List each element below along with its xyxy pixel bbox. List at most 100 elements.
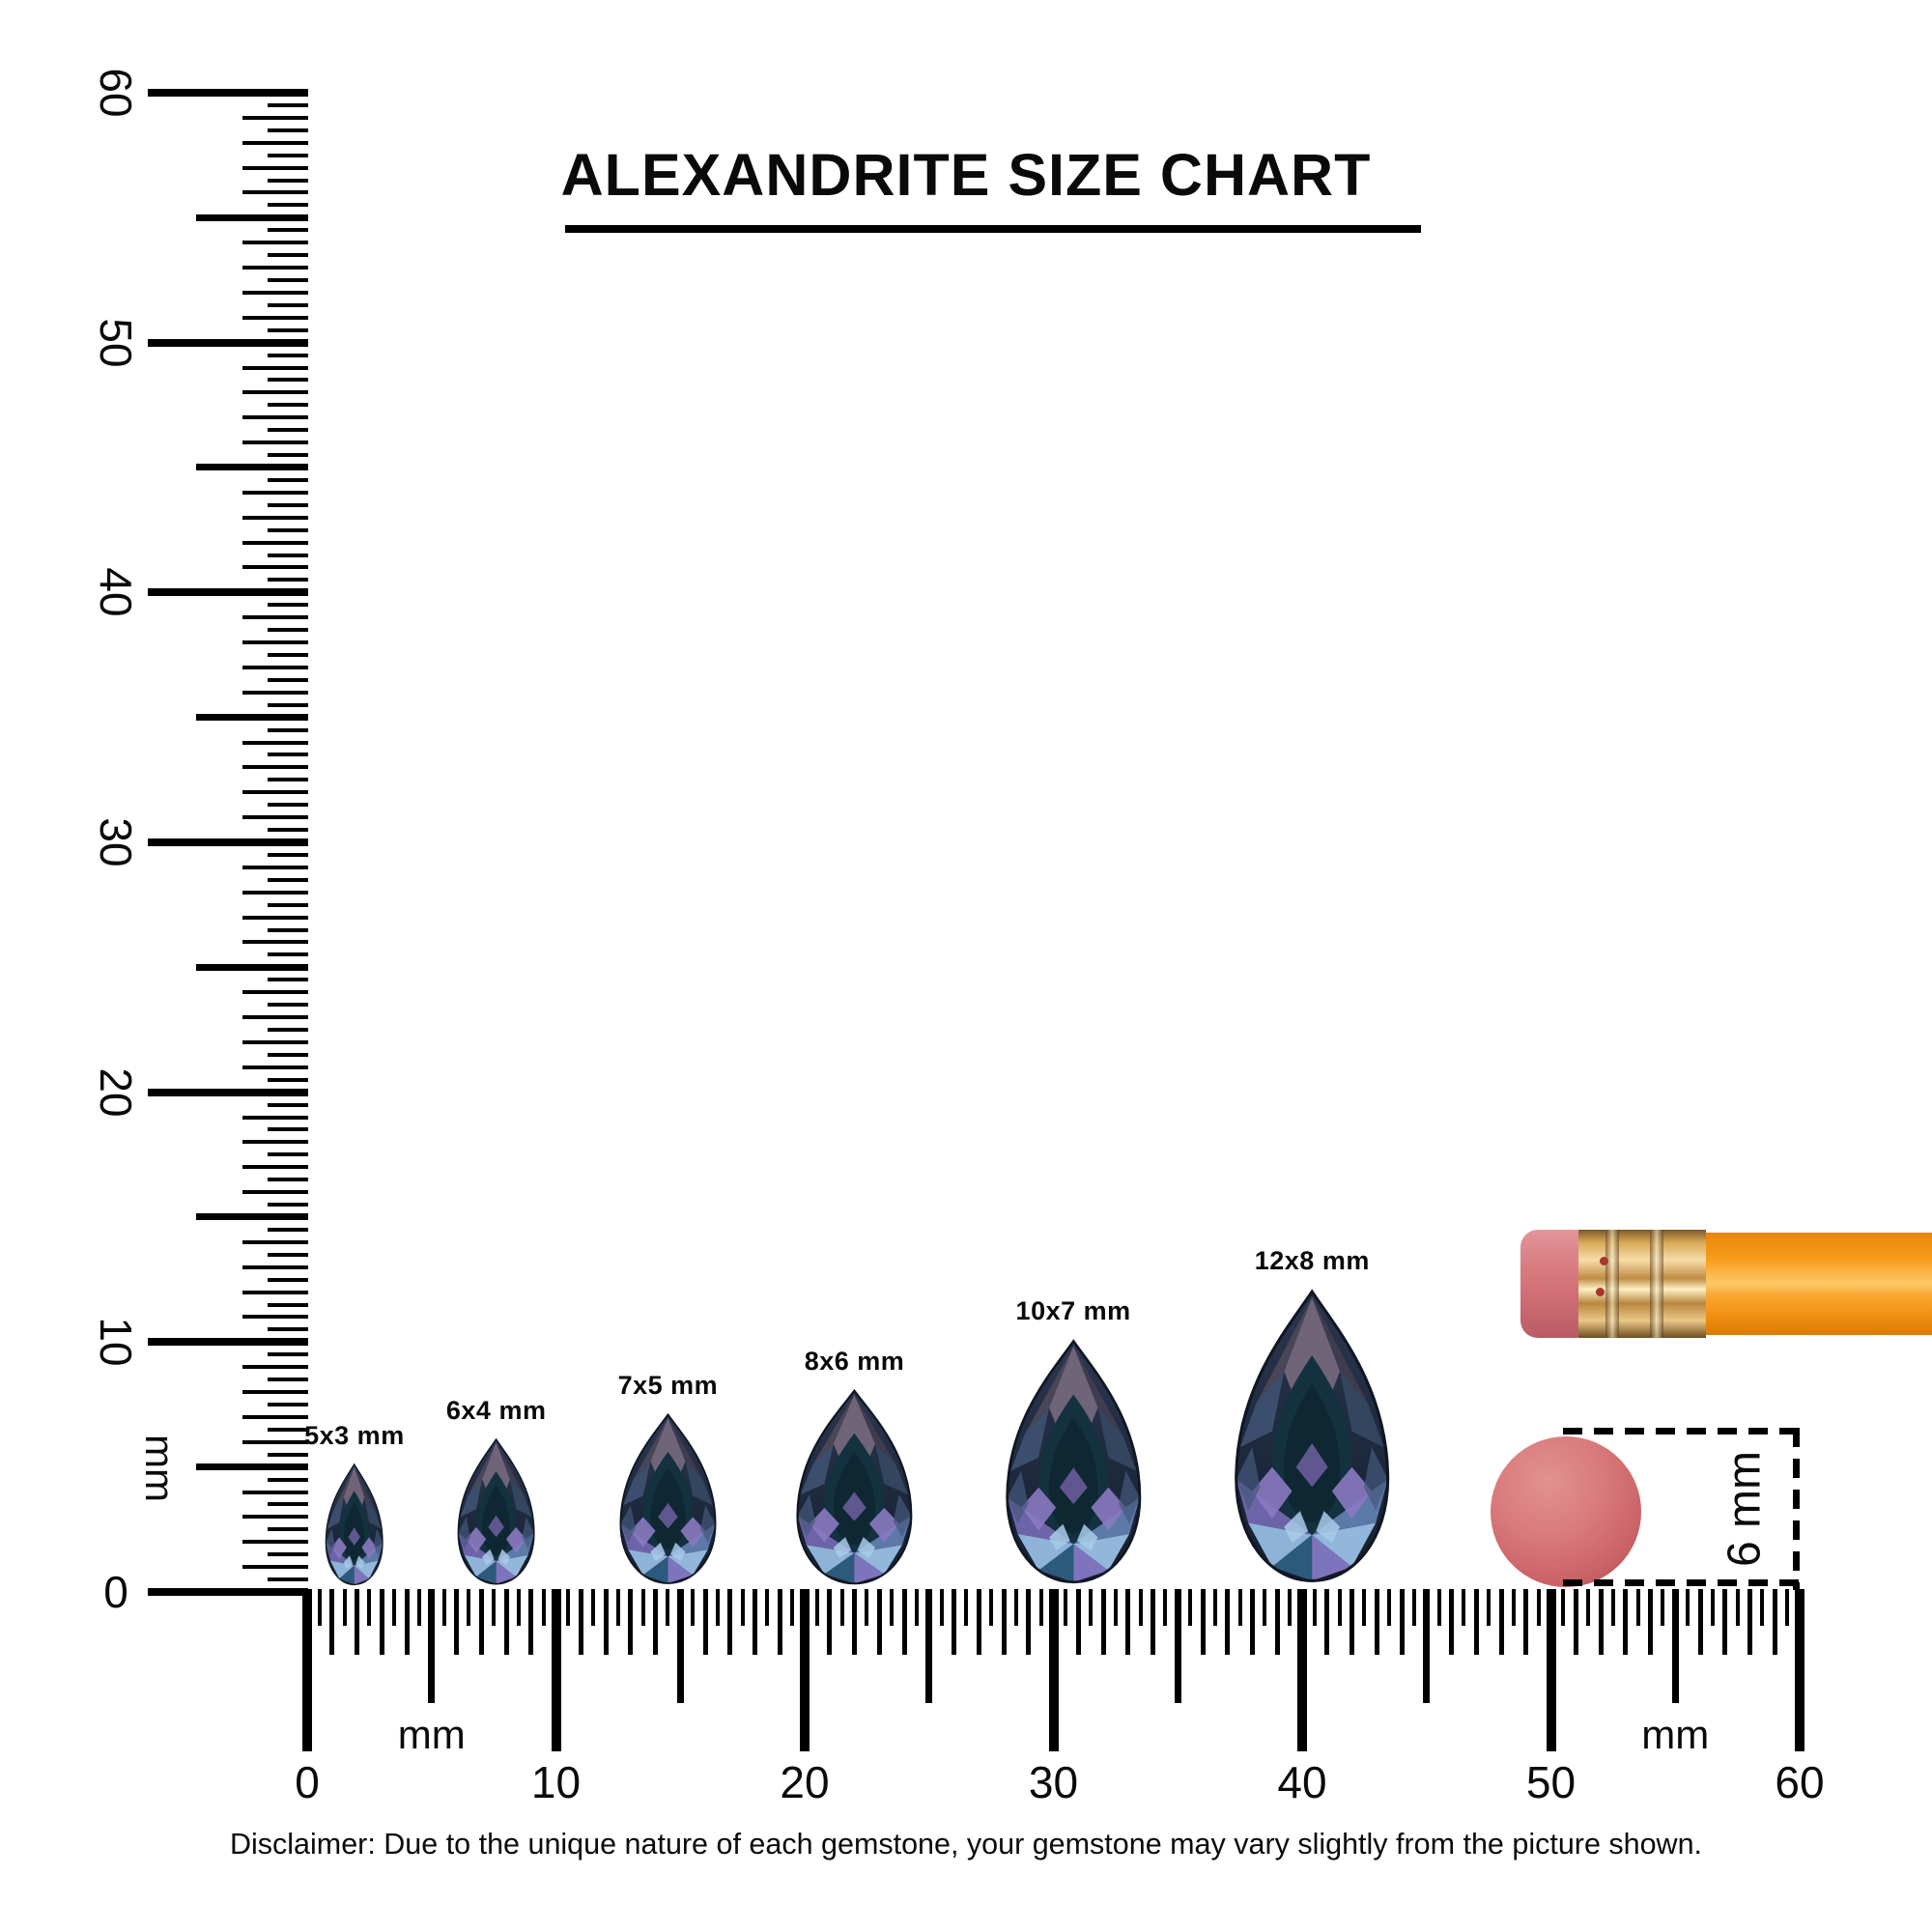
h-ruler-tick	[691, 1589, 696, 1626]
v-ruler-tick	[268, 727, 308, 732]
h-ruler-tick	[640, 1589, 645, 1626]
gem-size-label: 5x3 mm	[304, 1421, 405, 1450]
pencil-body	[1706, 1233, 1932, 1335]
v-ruler-tick	[242, 1315, 308, 1320]
h-ruler-tick	[765, 1589, 770, 1626]
pear-gemstone-5x3mm	[325, 1463, 384, 1586]
v-ruler-number: 50	[91, 318, 141, 368]
h-ruler-unit-label: mm	[1641, 1712, 1710, 1757]
v-ruler-tick	[268, 1152, 308, 1157]
title-underline	[565, 225, 1421, 233]
v-ruler-tick	[242, 440, 308, 445]
h-ruler-tick	[702, 1589, 708, 1655]
h-ruler-tick	[740, 1589, 745, 1626]
v-ruler-tick	[242, 565, 308, 570]
gem-size-label: 6x4 mm	[445, 1396, 547, 1426]
h-ruler-tick	[1225, 1589, 1231, 1655]
h-ruler-tick	[1237, 1589, 1242, 1626]
h-ruler-tick	[1113, 1589, 1118, 1626]
h-ruler-tick	[503, 1589, 509, 1655]
v-ruler-tick	[268, 1127, 308, 1132]
h-ruler-tick	[1635, 1589, 1640, 1626]
pencil-eraser-tip	[1520, 1230, 1580, 1338]
h-ruler-tick	[1362, 1589, 1367, 1626]
h-ruler-tick	[1151, 1589, 1155, 1655]
v-ruler-tick	[242, 390, 308, 395]
v-ruler-tick	[268, 1477, 308, 1482]
pencil-ferrule	[1578, 1230, 1706, 1338]
h-ruler-tick	[1337, 1589, 1342, 1626]
h-ruler-tick	[1174, 1589, 1181, 1703]
ferrule-crimp	[1650, 1230, 1663, 1338]
v-ruler-tick	[242, 115, 308, 120]
v-ruler-tick	[268, 253, 308, 258]
v-ruler-tick	[242, 1239, 308, 1244]
h-ruler-tick	[1722, 1589, 1728, 1655]
v-ruler-tick	[242, 190, 308, 195]
v-ruler-tick	[148, 1338, 308, 1347]
h-ruler-tick	[964, 1589, 969, 1626]
h-ruler-number: 60	[1775, 1757, 1825, 1807]
h-ruler-tick	[1387, 1589, 1392, 1626]
v-ruler-tick	[242, 1015, 308, 1020]
h-ruler-tick	[1001, 1589, 1007, 1655]
h-ruler-tick	[1772, 1589, 1777, 1655]
h-ruler-number: 0	[295, 1757, 320, 1807]
h-ruler-tick	[578, 1589, 583, 1655]
h-ruler-tick	[1075, 1589, 1081, 1655]
v-ruler-tick	[268, 1327, 308, 1332]
v-ruler-tick	[268, 628, 308, 633]
h-ruler-tick	[1573, 1589, 1578, 1655]
h-ruler-tick	[1100, 1589, 1106, 1655]
h-ruler-tick	[852, 1589, 857, 1655]
v-ruler-tick	[268, 677, 308, 682]
v-ruler-tick	[242, 540, 308, 545]
v-ruler-tick	[268, 753, 308, 757]
h-ruler-tick	[666, 1589, 670, 1626]
pear-gemstone-12x8mm	[1235, 1290, 1390, 1583]
h-ruler-tick	[1200, 1589, 1206, 1655]
v-ruler-tick	[268, 1027, 308, 1032]
pear-gemstone-6x4mm	[457, 1438, 535, 1585]
h-ruler-tick	[1089, 1589, 1094, 1626]
h-ruler-tick	[676, 1589, 684, 1703]
v-ruler-tick	[196, 464, 308, 471]
h-ruler-tick	[317, 1589, 322, 1626]
v-ruler-tick	[242, 1065, 308, 1069]
v-ruler-tick	[242, 765, 308, 770]
v-ruler-tick	[268, 203, 308, 208]
v-ruler-tick	[242, 890, 308, 895]
v-ruler-tick	[242, 1365, 308, 1370]
v-ruler-tick	[148, 1588, 308, 1596]
h-ruler-unit-label: mm	[397, 1712, 466, 1757]
v-ruler-tick	[268, 128, 308, 132]
h-ruler-tick	[1686, 1589, 1690, 1626]
h-ruler-tick	[1436, 1589, 1441, 1626]
v-ruler-number: 40	[91, 567, 141, 617]
h-ruler-tick	[1411, 1589, 1416, 1626]
v-ruler-tick	[268, 1003, 308, 1008]
h-ruler-tick	[1536, 1589, 1541, 1626]
h-ruler-tick	[753, 1589, 757, 1655]
v-ruler-tick	[148, 1088, 308, 1096]
h-ruler-tick	[827, 1589, 833, 1655]
pencil-graphic	[1520, 1230, 1932, 1338]
h-ruler-tick	[1623, 1589, 1629, 1655]
v-ruler-number: 20	[91, 1067, 141, 1118]
h-ruler-tick	[925, 1589, 933, 1703]
h-ruler-tick	[355, 1589, 359, 1655]
v-ruler-tick	[242, 1414, 308, 1419]
v-ruler-tick	[268, 1402, 308, 1406]
v-ruler-tick	[268, 378, 308, 383]
h-ruler-tick	[1399, 1589, 1405, 1655]
v-ruler-tick	[268, 327, 308, 332]
v-ruler-tick	[268, 1552, 308, 1557]
h-ruler-tick	[1064, 1589, 1068, 1626]
h-ruler-tick	[901, 1589, 907, 1655]
v-ruler-tick	[242, 515, 308, 520]
v-ruler-tick	[242, 165, 308, 170]
v-ruler-tick	[268, 1502, 308, 1507]
v-ruler-tick	[268, 102, 308, 107]
v-ruler-number: 60	[91, 68, 141, 118]
